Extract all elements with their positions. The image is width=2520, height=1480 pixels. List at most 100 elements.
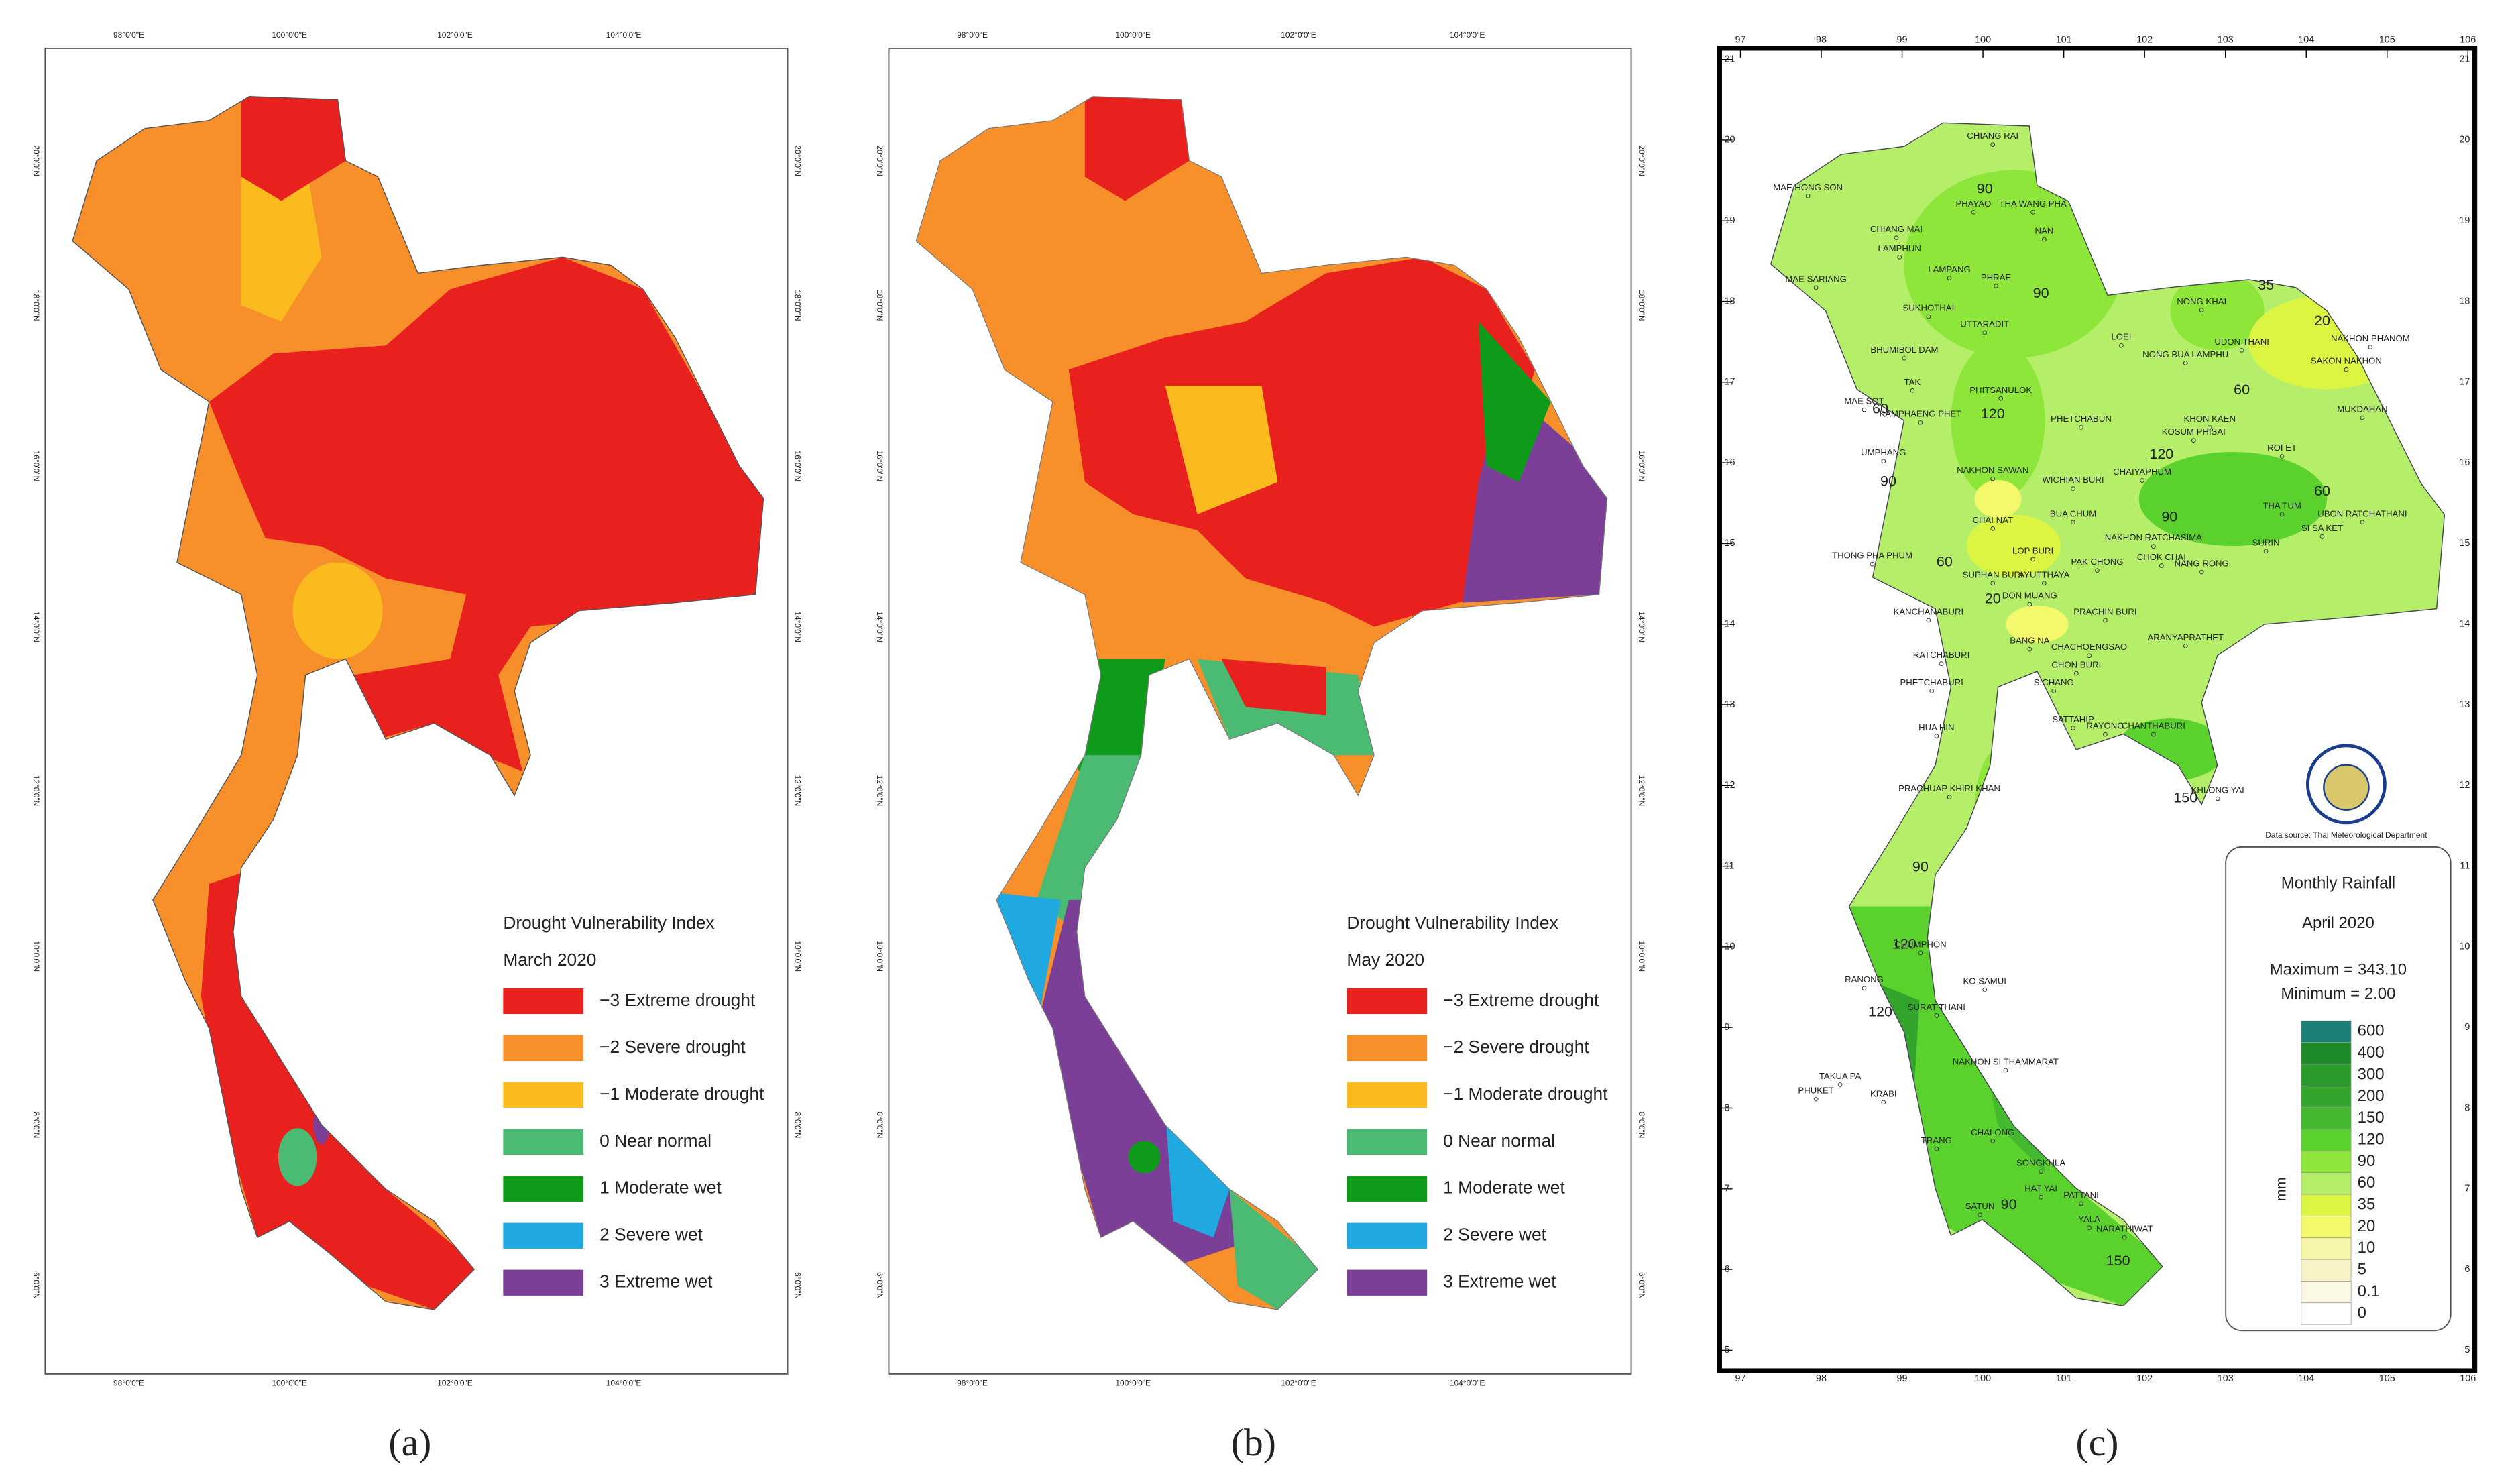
contour-label: 20	[2314, 312, 2330, 329]
lat-label: 20°0'0"N	[32, 145, 41, 176]
lat-label: 16°0'0"N	[793, 451, 803, 482]
lat-label: 10°0'0"N	[793, 941, 803, 972]
legend-label: 0 Near normal	[1443, 1131, 1555, 1151]
lat-label: 8°0'0"N	[875, 1111, 884, 1138]
scale-swatch	[2301, 1107, 2352, 1130]
scale-swatch	[2301, 1085, 2352, 1108]
legend-swatch	[1347, 1269, 1428, 1296]
contour-label: 120	[1892, 935, 1916, 952]
city-label: BANG NA	[2010, 636, 2049, 646]
lat-tick: 11	[2460, 860, 2470, 871]
contour-label: 60	[1937, 553, 1953, 569]
lon-tick: 102	[2136, 1373, 2153, 1384]
city-dot	[2030, 557, 2035, 562]
lon-tick: 102	[2136, 35, 2153, 46]
city-dot	[2003, 1068, 2008, 1073]
city-label: UMPHANG	[1861, 447, 1906, 457]
city-label: LAMPANG	[1928, 264, 1970, 274]
city-dot	[2199, 569, 2204, 575]
scale-label: 400	[2358, 1043, 2385, 1062]
scale-label: 5	[2358, 1261, 2366, 1279]
lon-tick: 97	[1735, 35, 1746, 46]
city-dot	[1805, 193, 1811, 198]
contour-label: 150	[2106, 1252, 2130, 1269]
city-label: PHRAE	[1981, 272, 2012, 282]
caption: (b)	[1231, 1422, 1276, 1464]
lat-label: 14°0'0"N	[793, 611, 803, 642]
lon-tick: 106	[2460, 1373, 2476, 1384]
lat-tick: 14	[2459, 619, 2470, 630]
city-label: PHITSANULOK	[1969, 385, 2032, 395]
lat-label: 8°0'0"N	[793, 1111, 803, 1138]
lat-tick: 21	[2459, 54, 2470, 64]
city-label: PATTANI	[2063, 1190, 2099, 1200]
scale-swatch	[2301, 1281, 2352, 1304]
city-label: TAK	[1904, 377, 1921, 387]
city-dot	[2030, 209, 2035, 215]
contour-label: 120	[1981, 405, 2005, 422]
lon-label: 98°0'0"E	[957, 30, 988, 40]
lon-tick: 105	[2379, 35, 2395, 46]
contour-label: 90	[1880, 473, 1896, 490]
contour-label: 150	[2173, 789, 2197, 806]
legend-label: −1 Moderate drought	[1443, 1084, 1608, 1104]
city-dot	[1947, 795, 1952, 799]
scale-label: 20	[2358, 1217, 2376, 1235]
city-dot	[1813, 285, 1819, 290]
scale-swatch	[2301, 1150, 2352, 1174]
city-label: AYUTTHAYA	[2018, 569, 2069, 579]
legend-swatch	[503, 1129, 584, 1155]
city-dot	[1894, 235, 1899, 241]
lat-label: 10°0'0"N	[875, 941, 884, 972]
city-dot	[1918, 950, 1923, 956]
city-dot	[2027, 646, 2032, 652]
lon-tick: 104	[2298, 35, 2314, 46]
legend-swatch	[503, 988, 584, 1015]
city-label: SUPHAN BURI	[1963, 569, 2023, 579]
city-label: MAE SARIANG	[1785, 274, 1846, 284]
city-label: ARANYAPRATHET	[2147, 632, 2224, 642]
contour-label: 90	[1977, 180, 1993, 196]
city-label: CHUMPHON	[1894, 940, 1946, 950]
contour-label: 90	[1912, 858, 1929, 875]
scale-swatch	[2301, 1237, 2352, 1260]
lat-tick: 10	[2459, 942, 2470, 952]
city-label: NAKHON SI THAMMARAT	[1953, 1056, 2059, 1066]
city-label: THA TUM	[2263, 500, 2301, 510]
legend-label: 1 Moderate wet	[1443, 1178, 1565, 1198]
city-dot	[1881, 1100, 1886, 1105]
city-dot	[1990, 581, 1996, 586]
city-label: SAKON NAKHON	[2311, 356, 2382, 366]
legend-label: −3 Extreme drought	[599, 990, 756, 1010]
city-label: CHAI NAT	[1972, 515, 2012, 525]
city-label: PHETCHABURI	[1900, 677, 1963, 687]
legend-subtitle: April 2020	[2302, 914, 2374, 932]
lon-tick: 100	[1975, 35, 1991, 46]
lon-tick: 101	[2056, 1373, 2072, 1384]
lon-tick: 101	[2056, 35, 2072, 46]
city-dot	[2191, 438, 2196, 443]
lat-label: 6°0'0"N	[1637, 1272, 1646, 1299]
lat-tick: 12	[2459, 780, 2470, 791]
city-dot	[1978, 1212, 1982, 1217]
lat-label: 20°0'0"N	[1637, 145, 1646, 176]
lon-label: 100°0'0"E	[1115, 1378, 1151, 1387]
city-label: KANCHANABURI	[1894, 606, 1964, 616]
lon-tick: 100	[1975, 1373, 1991, 1384]
legend-subtitle: May 2020	[1347, 950, 1424, 970]
lat-label: 8°0'0"N	[1637, 1111, 1646, 1138]
legend-swatch	[503, 1269, 584, 1296]
lon-tick: 98	[1816, 1373, 1827, 1384]
legend-max: Maximum = 343.10	[2270, 961, 2407, 979]
city-label: PHUKET	[1798, 1086, 1833, 1096]
lon-label: 104°0'0"E	[1450, 1378, 1485, 1387]
city-label: ROI ET	[2267, 443, 2297, 453]
city-label: SONGKHLA	[2016, 1157, 2065, 1168]
legend-swatch	[503, 1176, 584, 1202]
city-label: RAYONG	[2086, 721, 2124, 731]
scale-swatch	[2301, 1216, 2352, 1239]
lon-tick: 99	[1897, 1373, 1908, 1384]
scale-label: 300	[2358, 1065, 2385, 1083]
city-label: SURIN	[2252, 537, 2280, 547]
city-dot	[2122, 1235, 2127, 1240]
